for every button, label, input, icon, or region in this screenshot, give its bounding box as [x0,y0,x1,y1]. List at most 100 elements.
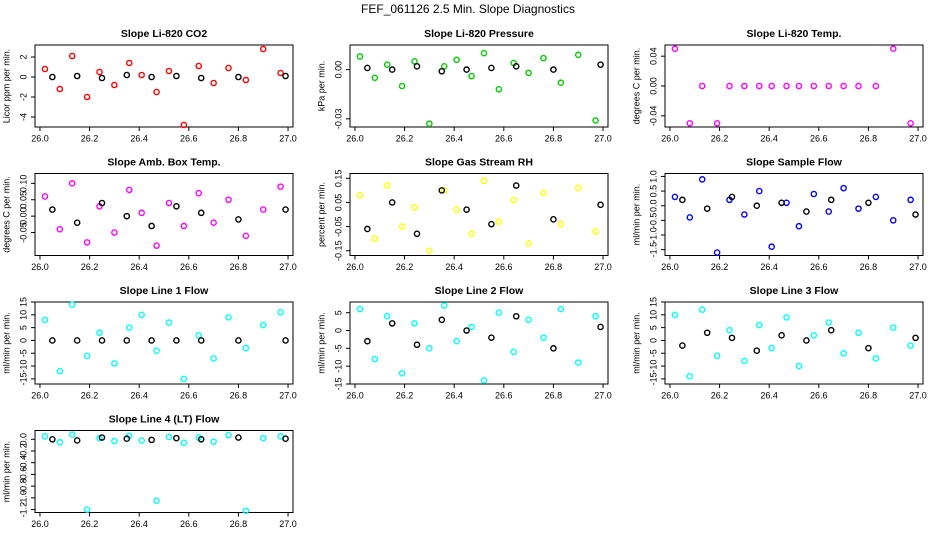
x-tick-label: 26.0 [31,390,49,400]
data-point [440,302,448,309]
data-point [865,344,872,352]
x-tick-label: 26.8 [860,133,878,143]
y-tick-label: -0.8 [18,478,28,494]
data-point [83,352,91,360]
x-tick-label: 26.6 [180,262,198,272]
data-point [364,64,371,72]
data-point [180,439,188,447]
panel-title: Slope Gas Stream RH [425,156,533,168]
x-tick-label: 26.4 [130,262,148,272]
plot-frame [664,44,924,128]
y-tick-label: -2 [18,93,28,101]
data-point [525,316,532,324]
data-point [411,58,418,65]
data-point [383,61,391,68]
panel: Slope Line 1 Flow ml/min per min. 26.0 26.2… [1,285,296,401]
data-point [356,53,364,60]
data-point [783,314,790,321]
data-point [557,220,565,228]
data-point [907,196,914,204]
x-tick-label: 27.0 [279,262,297,272]
data-point [210,438,217,445]
data-point [49,73,56,81]
data-point [413,230,421,238]
data-point [364,337,371,345]
data-point [411,203,418,211]
data-point [98,434,106,441]
data-point [855,82,862,90]
data-point [889,45,897,53]
data-point [83,506,91,513]
data-point [49,206,56,213]
x-tick-label: 26.6 [810,390,828,400]
data-point [803,337,810,344]
x-tick-label: 26.2 [711,262,729,272]
x-tick-label: 26.2 [81,262,99,272]
data-point [235,337,242,344]
data-point [426,247,433,254]
data-point [96,329,103,337]
data-point [698,82,706,90]
data-point [388,320,396,327]
data-point [371,235,379,242]
data-point [686,373,694,380]
data-point [180,121,188,129]
y-tick-label: 0 [18,338,28,343]
data-point [855,205,862,212]
data-point [803,208,810,215]
data-point [525,240,532,247]
x-tick-label: 26.4 [445,390,463,400]
data-point [726,326,733,334]
data-point [574,359,582,366]
data-point [282,337,289,344]
x-tick-label: 27.0 [594,133,612,143]
panel: Slope Line 3 Flow ml/min per min. 26.0 26.2… [631,285,926,401]
plot-frame [664,301,924,385]
data-point [68,431,76,438]
data-point [755,321,763,329]
y-axis-label: ml/min per min. [631,184,641,246]
data-point [907,342,914,349]
y-tick-label: -0.4 [18,455,28,471]
x-tick-label: 27.0 [909,133,927,143]
x-tick-label: 26.0 [31,519,49,529]
data-point [795,362,803,370]
panel: Slope Amb. Box Temp. degrees C per min. 26… [1,156,296,272]
x-tick-label: 26.6 [180,519,198,529]
y-tick-label: 10 [648,310,658,320]
data-point [795,222,803,230]
data-point [686,214,694,221]
data-point [153,497,160,505]
data-point [173,72,180,80]
x-tick-label: 26.6 [810,262,828,272]
panel-title: Slope Line 1 Flow [120,285,210,297]
data-point [453,206,460,213]
data-point [540,54,547,62]
data-point [597,201,604,209]
data-point [73,219,81,226]
data-point [180,222,188,230]
data-point [768,82,775,90]
y-tick-label: 0.0 [18,433,28,446]
y-tick-label: 0.5 [648,185,658,198]
data-point [753,202,761,210]
y-tick-label: 0.10 [18,175,28,193]
x-tick-label: 26.0 [346,262,364,272]
data-point [540,189,547,197]
data-point [574,51,582,59]
data-point [73,72,81,80]
y-tick-label: 15 [648,297,658,307]
data-point [180,375,188,383]
plot-frame [34,301,294,385]
data-point [468,72,475,80]
data-point [398,82,406,90]
y-tick-label: -5 [333,344,343,352]
data-point [713,119,721,127]
data-point [282,72,289,80]
data-point [488,220,495,228]
panel-title: Slope Li-820 Pressure [424,28,534,40]
x-tick-label: 26.8 [230,519,248,529]
x-tick-label: 26.2 [711,133,729,143]
data-point [282,435,289,443]
